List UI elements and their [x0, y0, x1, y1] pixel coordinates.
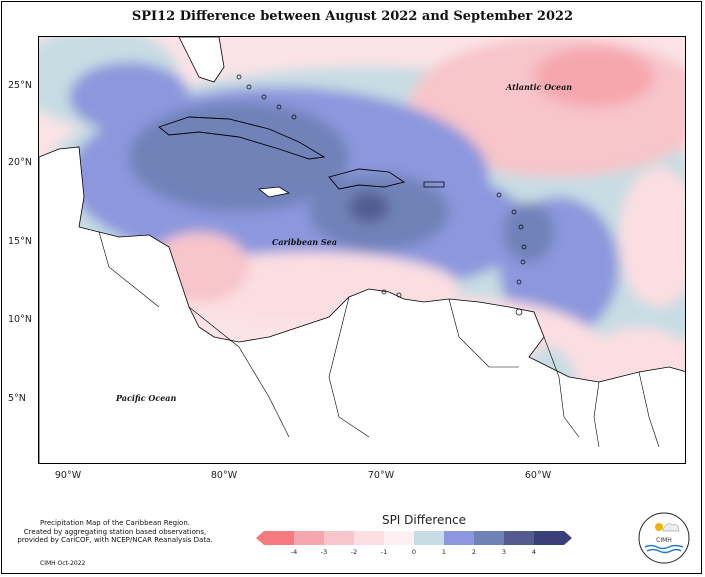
made-by: CIMH Oct-2022 — [40, 560, 86, 567]
label-pacific-ocean: Pacific Ocean — [116, 393, 177, 403]
borders — [98, 231, 660, 448]
bahamas — [236, 74, 297, 120]
wave-icon — [646, 548, 682, 554]
map-panel — [38, 36, 686, 464]
credit-line-3: provided by CariCOF, with NCEP/NCAR Rean… — [17, 536, 213, 544]
credit-line-2: Created by aggregating station based obs… — [23, 527, 207, 536]
lon-label-90w: 90°W — [54, 470, 82, 481]
legend-tick-label: 4 — [531, 548, 537, 556]
logo-text: CIMH — [656, 537, 672, 544]
colorbar-segment — [384, 531, 414, 545]
lat-label-20n: 20°N — [8, 157, 32, 168]
legend-colorbar — [256, 531, 572, 545]
lat-label-5n: 5°N — [8, 393, 26, 404]
legend-tick-label: 1 — [441, 548, 447, 556]
colorbar-segment — [474, 531, 504, 545]
spi-map — [39, 37, 685, 463]
colorbar-segment — [324, 531, 354, 545]
lon-label-70w: 70°W — [367, 470, 395, 481]
colorbar-arrow-right — [564, 531, 572, 545]
legend-tick-label: -1 — [380, 548, 388, 556]
credit-text: Precipitation Map of the Caribbean Regio… — [0, 519, 230, 545]
colorbar-segments — [256, 531, 572, 545]
colorbar-segment — [414, 531, 444, 545]
land-cuba — [158, 116, 326, 160]
legend-tick-label: 0 — [411, 548, 417, 556]
colorbar-segment — [504, 531, 534, 545]
legend-tick-label: 2 — [471, 548, 477, 556]
colorbar-segment — [264, 531, 294, 545]
wave-icon — [644, 544, 684, 550]
cimh-logo: CIMH — [638, 512, 690, 564]
colorbar-segment — [354, 531, 384, 545]
land-florida — [178, 37, 225, 83]
legend-title: SPI Difference — [381, 513, 467, 527]
legend-tick-label: -2 — [350, 548, 358, 556]
colorbar-arrow-left — [256, 531, 264, 545]
cloud-icon — [662, 523, 680, 532]
map-title: SPI12 Difference between August 2022 and… — [131, 9, 574, 24]
lon-label-80w: 80°W — [210, 470, 238, 481]
colorbar-segment — [444, 531, 474, 545]
legend-tick-label: 3 — [501, 548, 507, 556]
legend-tick-label: -4 — [290, 548, 298, 556]
land-puerto-rico — [423, 181, 445, 188]
lon-label-60w: 60°W — [524, 470, 552, 481]
credit-line-1: Precipitation Map of the Caribbean Regio… — [40, 519, 190, 527]
lat-label-15n: 15°N — [8, 236, 32, 247]
label-atlantic-ocean: Atlantic Ocean — [506, 82, 573, 92]
legend-tick-label: -3 — [320, 548, 328, 556]
land-jamaica — [257, 186, 291, 198]
lat-label-25n: 25°N — [8, 80, 32, 91]
label-caribbean-sea: Caribbean Sea — [272, 237, 337, 247]
lat-label-10n: 10°N — [8, 314, 32, 325]
sun-icon — [655, 523, 663, 531]
land-hispaniola — [328, 168, 406, 190]
colorbar-segment — [534, 531, 564, 545]
lesser-antilles — [381, 192, 527, 316]
colorbar-segment — [294, 531, 324, 545]
